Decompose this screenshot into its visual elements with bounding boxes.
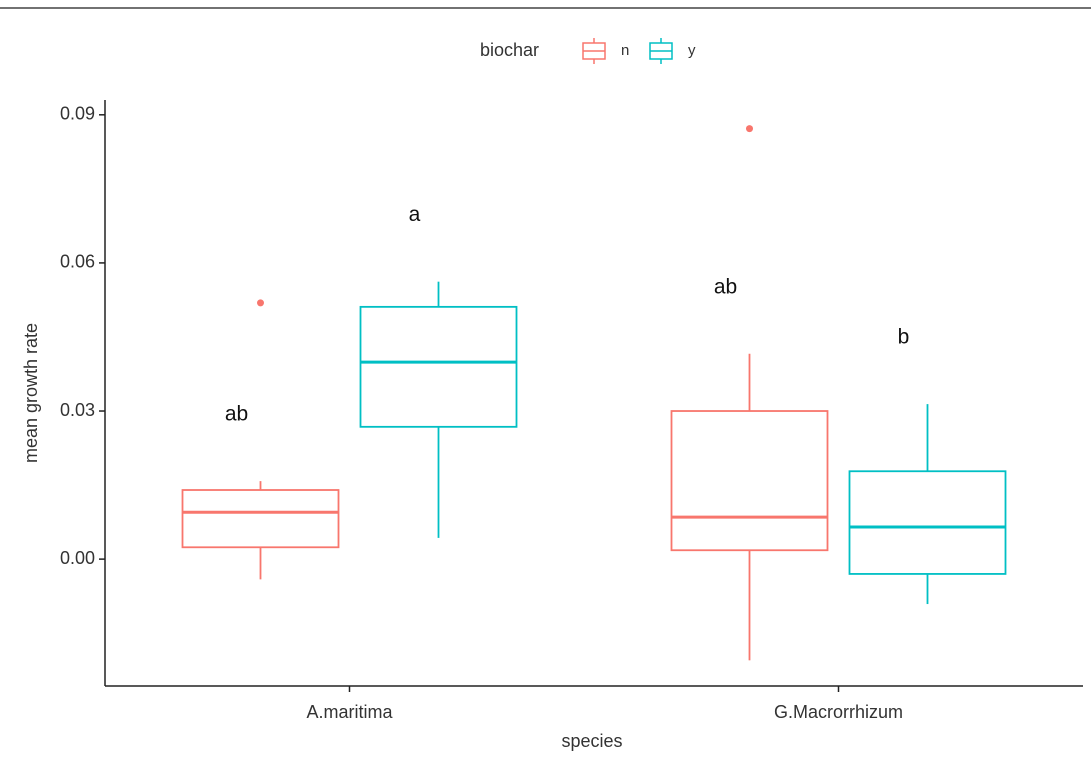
y-tick-label: 0.06 [60, 252, 95, 272]
y-tick-label: 0.09 [60, 104, 95, 124]
box [181, 489, 340, 549]
annotation: a [409, 203, 421, 226]
y-axis-title: mean growth rate [21, 323, 41, 463]
outlier [746, 125, 753, 133]
x-tick-label: A.maritima [306, 702, 393, 722]
x-tick-label: G.Macrorrhizum [774, 702, 903, 722]
annotation: b [898, 326, 910, 349]
legend-title: biochar [480, 40, 539, 60]
y-tick-label: 0.03 [60, 400, 95, 420]
annotation: ab [225, 403, 248, 426]
y-tick-label: 0.00 [60, 548, 95, 568]
annotation: ab [714, 275, 737, 298]
box [848, 470, 1007, 575]
legend-label: n [621, 42, 629, 59]
box [670, 410, 829, 552]
x-axis-title: species [561, 731, 622, 751]
legend-label: y [688, 42, 696, 59]
box [359, 305, 518, 428]
outlier [257, 299, 264, 307]
